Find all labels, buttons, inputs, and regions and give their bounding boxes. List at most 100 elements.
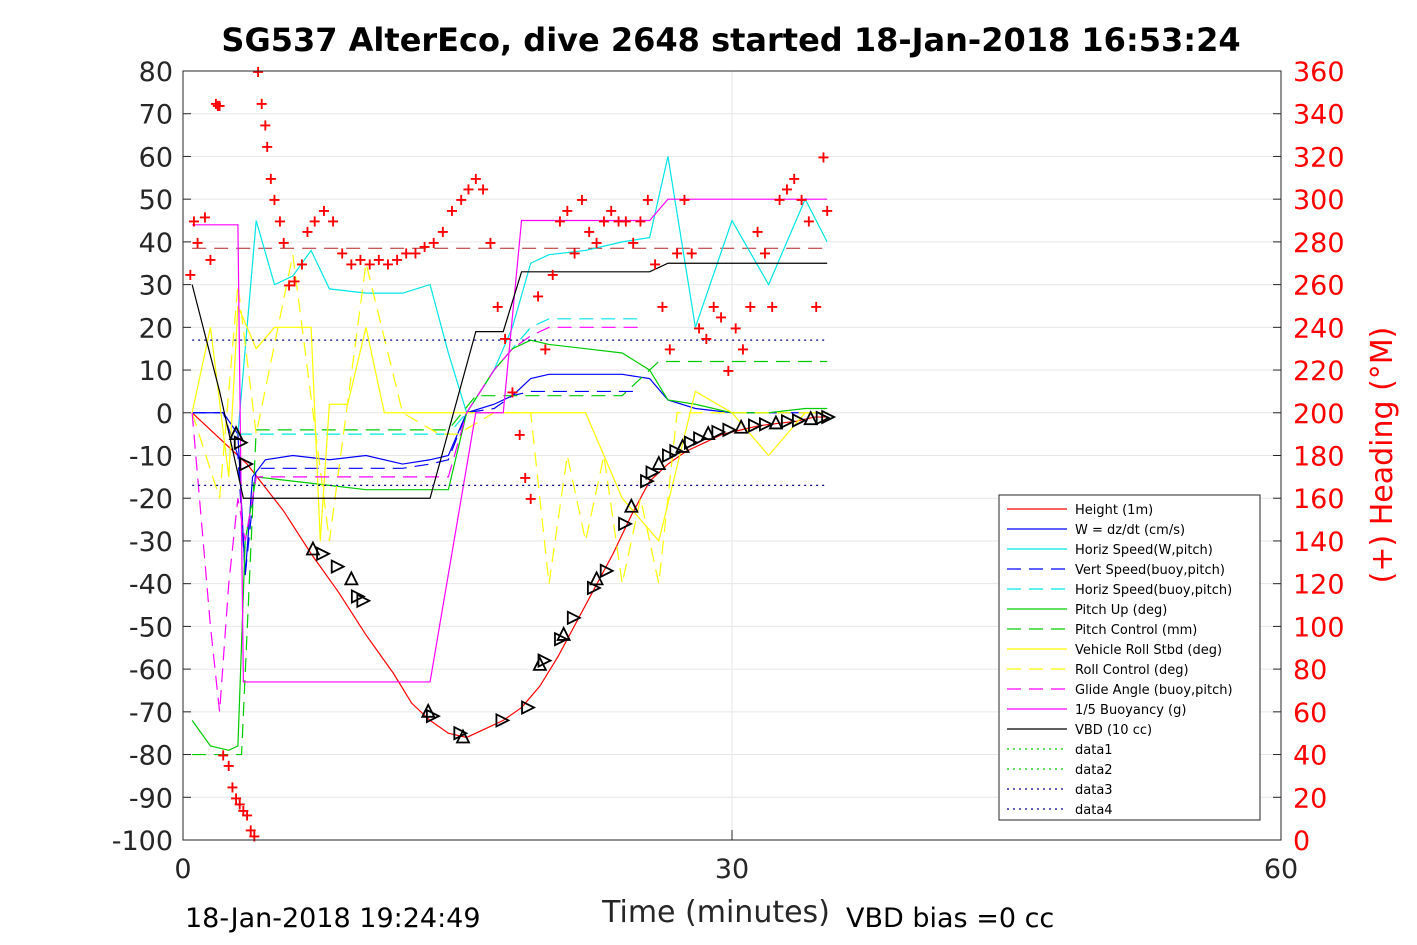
triangle-marker — [700, 425, 716, 441]
y2-tick-label: 240 — [1293, 313, 1345, 344]
y2-tick-label: 120 — [1293, 570, 1345, 601]
y-tick-label: -20 — [129, 484, 173, 515]
heading-point: + — [817, 147, 830, 166]
heading-point: + — [707, 297, 720, 316]
legend-label: 1/5 Buoyancy (g) — [1075, 703, 1186, 718]
y-tick-label: -30 — [129, 527, 173, 558]
series-line-2 — [237, 156, 828, 435]
legend-label: data1 — [1075, 743, 1113, 758]
heading-point: + — [597, 212, 610, 231]
y2-tick-label: 260 — [1293, 271, 1345, 302]
triangle-marker — [722, 422, 738, 438]
heading-point: + — [445, 201, 458, 220]
series-line-11 — [191, 262, 828, 499]
heading-point: + — [390, 250, 403, 269]
heading-point: + — [714, 308, 727, 327]
heading-point: + — [248, 827, 261, 846]
heading-point: + — [372, 250, 385, 269]
footer-vbd-bias: VBD bias =0 cc — [846, 903, 1054, 934]
heading-point: + — [546, 265, 559, 284]
series-line-6 — [192, 360, 828, 756]
legend-label: data4 — [1075, 803, 1113, 818]
heading-point: + — [277, 233, 290, 252]
y-tick-label: 40 — [139, 228, 173, 259]
heading-point: + — [773, 190, 786, 209]
y2-tick-label: 160 — [1293, 484, 1345, 515]
heading-point: + — [282, 276, 295, 295]
series-layer — [191, 156, 828, 756]
heading-point: + — [513, 425, 526, 444]
y2-tick-label: 200 — [1293, 399, 1345, 430]
triangle-marker — [669, 443, 685, 459]
heading-markers: ++++++++++++++++++++++++++++++++++++++++… — [184, 62, 834, 846]
triangle-marker — [589, 570, 605, 586]
triangle-marker — [233, 435, 249, 451]
triangle-marker — [228, 425, 244, 441]
x-tick-label: 30 — [715, 854, 749, 885]
heading-point: + — [788, 169, 801, 188]
y2-tick-label: 280 — [1293, 228, 1345, 259]
heading-point: + — [553, 212, 566, 231]
heading-point: + — [524, 489, 537, 508]
heading-point: + — [198, 207, 211, 226]
triangle-marker — [693, 430, 709, 446]
heading-point: + — [678, 190, 691, 209]
x-axis-label: Time (minutes) — [601, 895, 830, 930]
heading-point: + — [301, 222, 314, 241]
triangle-marker — [316, 546, 332, 562]
heading-point: + — [641, 190, 654, 209]
series-line-0 — [191, 412, 828, 739]
triangle-marker — [425, 708, 441, 724]
y2-tick-label: 360 — [1293, 57, 1345, 88]
heading-point: + — [663, 340, 676, 359]
heading-point: + — [187, 212, 200, 231]
heading-point: + — [685, 244, 698, 263]
heading-point: + — [244, 820, 257, 839]
legend-label: Vert Speed(buoy,pitch) — [1075, 563, 1225, 578]
heading-point: + — [744, 297, 757, 316]
heading-point: + — [336, 244, 349, 263]
heading-point: + — [736, 340, 749, 359]
legend-label: data2 — [1075, 763, 1113, 778]
heading-point: + — [729, 318, 742, 337]
footer-timestamp: 18-Jan-2018 19:24:49 — [185, 903, 481, 934]
heading-point: + — [264, 169, 277, 188]
heading-point: + — [590, 233, 603, 252]
y-tick-label: -80 — [129, 741, 173, 772]
heading-point: + — [240, 805, 253, 824]
y2-tick-label: 320 — [1293, 142, 1345, 173]
heading-point: + — [561, 201, 574, 220]
heading-point: + — [259, 115, 272, 134]
right-y-axis: 3603403203002802602402202001801601401201… — [1273, 57, 1345, 857]
right-y-axis-label: (+) Heading (°M) — [1365, 327, 1400, 584]
triangle-marker — [821, 409, 837, 425]
triangle-marker — [684, 435, 699, 451]
heading-point: + — [575, 190, 588, 209]
triangle-markers — [228, 409, 837, 744]
heading-point: + — [619, 212, 632, 231]
y-tick-label: 10 — [139, 356, 173, 387]
y2-tick-label: 340 — [1293, 100, 1345, 131]
y2-tick-label: 80 — [1293, 655, 1327, 686]
chart-title: SG537 AlterEco, dive 2648 started 18-Jan… — [221, 21, 1240, 59]
heading-point: + — [354, 250, 367, 269]
heading-point: + — [409, 244, 422, 263]
legend-label: Horiz Speed(W,pitch) — [1075, 543, 1213, 558]
triangle-marker — [651, 455, 667, 470]
legend-label: W = dz/dt (cm/s) — [1075, 523, 1185, 538]
heading-point: + — [469, 169, 482, 188]
y-tick-label: 60 — [139, 142, 173, 173]
heading-point: + — [268, 190, 281, 209]
heading-point: + — [217, 746, 230, 765]
triangle-marker — [733, 418, 749, 434]
y2-tick-label: 100 — [1293, 612, 1345, 643]
heading-point: + — [568, 244, 581, 263]
heading-point: + — [692, 318, 705, 337]
heading-point: + — [506, 382, 519, 401]
heading-point: + — [191, 233, 204, 252]
heading-point: + — [519, 468, 532, 487]
y2-tick-label: 20 — [1293, 783, 1327, 814]
y2-tick-label: 140 — [1293, 527, 1345, 558]
y-tick-label: 80 — [139, 57, 173, 88]
heading-point: + — [418, 237, 431, 256]
